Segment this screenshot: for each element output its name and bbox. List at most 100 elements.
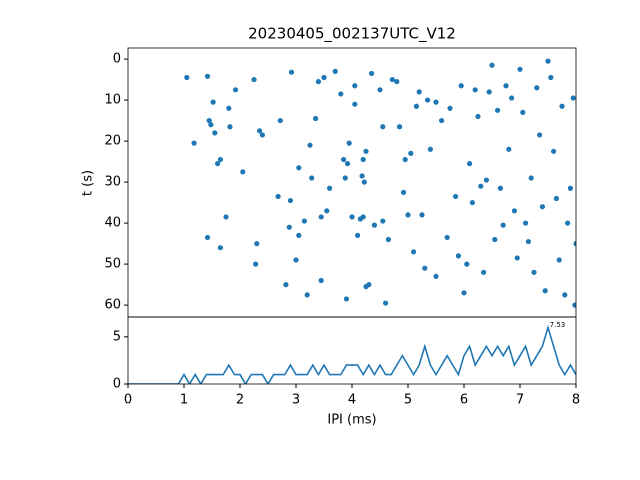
data-point [572, 302, 576, 308]
data-point [556, 257, 562, 263]
data-point [215, 161, 221, 167]
data-point [253, 261, 259, 267]
x-tick-label: 1 [180, 393, 188, 408]
x-axis-label: IPI (ms) [327, 413, 376, 428]
data-point [338, 91, 344, 97]
data-point [359, 173, 365, 179]
data-point [293, 257, 299, 263]
y-tick-label: 20 [104, 134, 121, 149]
data-point [227, 124, 233, 130]
data-point [296, 232, 302, 238]
data-point [307, 142, 313, 148]
data-point [506, 146, 512, 152]
data-point [511, 208, 517, 214]
data-point [208, 122, 214, 128]
data-point [332, 68, 338, 74]
data-point [405, 212, 411, 218]
x-tick-label: 8 [572, 393, 580, 408]
data-point [288, 69, 295, 75]
y-tick-label: 30 [104, 175, 121, 190]
data-point [389, 76, 395, 83]
x-tick-label: 2 [236, 393, 244, 408]
data-point [318, 277, 324, 284]
data-point [217, 245, 223, 251]
data-point [531, 269, 537, 275]
data-point [277, 117, 283, 124]
data-point [525, 238, 532, 245]
x-tick-label: 5 [404, 393, 412, 408]
data-point [344, 161, 351, 167]
x-tick-label: 7 [516, 393, 524, 408]
data-point [458, 83, 464, 89]
data-point [327, 185, 333, 191]
chart-title: 20230405_002137UTC_V12 [248, 25, 456, 44]
data-point [232, 87, 239, 93]
data-point [309, 175, 315, 181]
data-point [257, 128, 263, 134]
data-point [461, 290, 467, 296]
data-point [283, 282, 289, 288]
data-point [447, 105, 453, 111]
data-point [427, 146, 433, 152]
data-point [318, 214, 324, 220]
y-axis-label: t (s) [81, 170, 96, 196]
data-point [397, 124, 403, 130]
data-point [400, 189, 407, 195]
data-point [565, 220, 571, 226]
data-point [408, 150, 414, 156]
data-point [478, 183, 484, 189]
data-point [366, 282, 372, 288]
data-point [551, 148, 557, 154]
data-point [206, 117, 212, 124]
data-point [286, 224, 292, 230]
data-point [341, 156, 347, 163]
data-point [467, 161, 473, 167]
data-point [402, 156, 408, 163]
data-point [383, 300, 389, 306]
y-tick-label: 0 [113, 52, 121, 67]
data-point [380, 124, 386, 130]
data-point [503, 83, 509, 89]
data-point [342, 175, 348, 181]
data-point [352, 101, 358, 107]
data-point [411, 249, 417, 255]
y-tick-label: 5 [113, 329, 121, 344]
histogram-line [128, 324, 576, 384]
data-point [419, 212, 425, 218]
data-point [346, 140, 352, 146]
data-point [539, 204, 546, 210]
data-point [296, 165, 302, 171]
data-point [537, 132, 543, 138]
data-point [433, 273, 439, 280]
data-point [380, 218, 386, 224]
data-point [528, 175, 534, 181]
data-point [394, 79, 400, 85]
data-point [520, 109, 526, 115]
data-point [204, 234, 211, 241]
axes-frame [127, 316, 577, 385]
data-point [360, 214, 366, 220]
data-point [360, 156, 366, 163]
data-point [240, 169, 246, 175]
x-tick-label: 6 [460, 393, 468, 408]
y-tick-label: 40 [104, 216, 121, 231]
data-point [304, 292, 310, 298]
data-point [553, 195, 560, 202]
y-tick-label: 60 [104, 298, 121, 313]
x-tick-label: 4 [348, 393, 356, 408]
data-point [223, 214, 229, 220]
data-point [559, 103, 565, 109]
x-tick-label: 0 [124, 393, 132, 408]
data-point [492, 236, 498, 243]
data-point [481, 269, 487, 275]
data-point [210, 99, 216, 105]
data-point [495, 107, 501, 113]
data-point [514, 255, 520, 261]
data-point [464, 261, 470, 267]
data-point [204, 73, 211, 79]
data-point [361, 179, 367, 185]
data-point [254, 240, 260, 247]
data-point [301, 218, 307, 224]
